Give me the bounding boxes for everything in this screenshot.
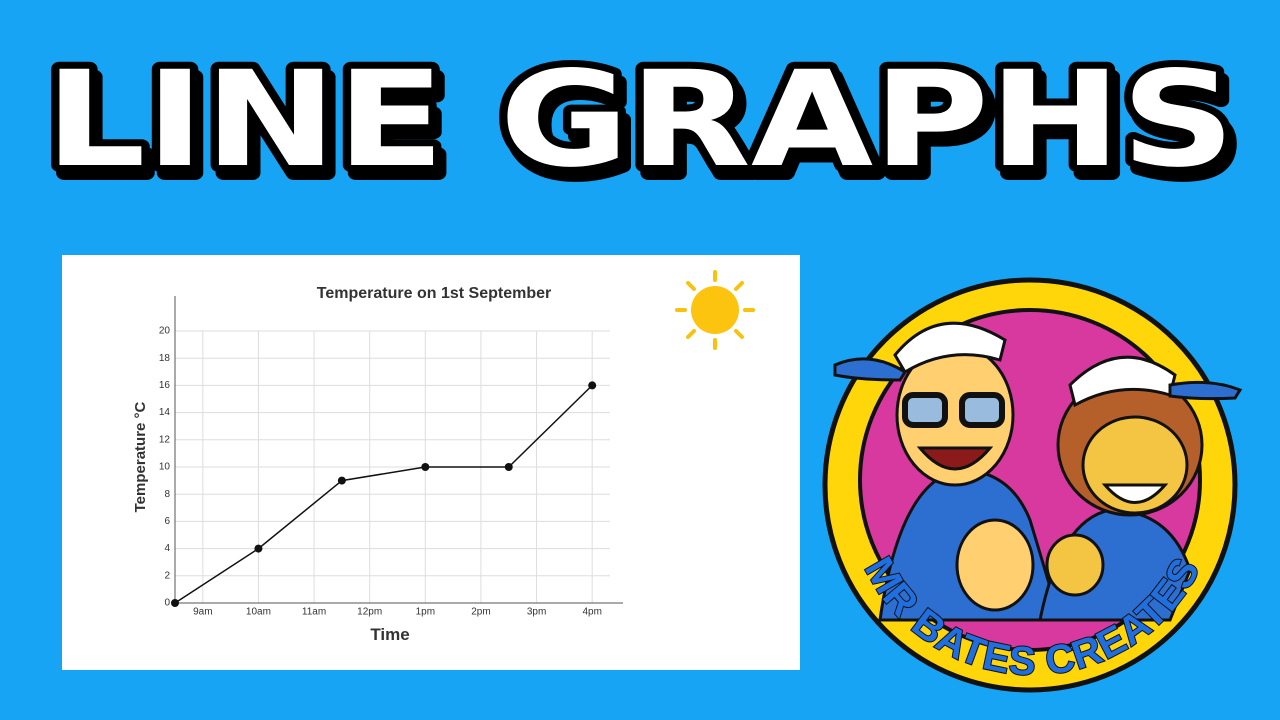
x-tick-label: 1pm — [416, 607, 435, 618]
y-tick-label: 16 — [159, 380, 171, 391]
y-tick-label: 14 — [159, 407, 171, 418]
y-tick-label: 8 — [164, 489, 170, 500]
data-line — [174, 384, 593, 604]
sun — [675, 270, 755, 350]
data-point — [337, 476, 346, 485]
y-tick-label: 20 — [159, 326, 171, 337]
data-point — [171, 599, 179, 607]
page-title: LINE GRAPHS — [45, 43, 1235, 197]
x-tick-label: 10am — [246, 607, 271, 618]
x-tick-label: 2pm — [471, 607, 490, 618]
x-tick-label: 9am — [193, 607, 212, 618]
x-tick-label: 12pm — [357, 607, 382, 618]
logo: MR BATES CREATES — [822, 277, 1243, 693]
y-tick-label: 6 — [164, 516, 170, 527]
data-point — [254, 544, 263, 553]
chart-panel — [62, 255, 800, 670]
x-tick-label: 3pm — [527, 607, 546, 618]
data-point — [421, 463, 430, 471]
x-tick-label: 4pm — [582, 607, 601, 618]
y-tick-label: 2 — [164, 570, 170, 581]
data-point — [588, 381, 597, 390]
y-tick-label: 4 — [164, 543, 170, 554]
y-axis-label: Temperature °C — [132, 401, 149, 512]
y-tick-label: 10 — [159, 462, 171, 473]
y-tick-label: 12 — [159, 434, 171, 445]
chart-title: Temperature on 1st September — [317, 285, 551, 302]
y-tick-label: 18 — [159, 353, 171, 364]
y-tick-label: 0 — [164, 598, 170, 609]
x-axis-label: Time — [370, 625, 409, 644]
x-tick-label: 11am — [302, 607, 326, 618]
data-point — [504, 463, 513, 471]
